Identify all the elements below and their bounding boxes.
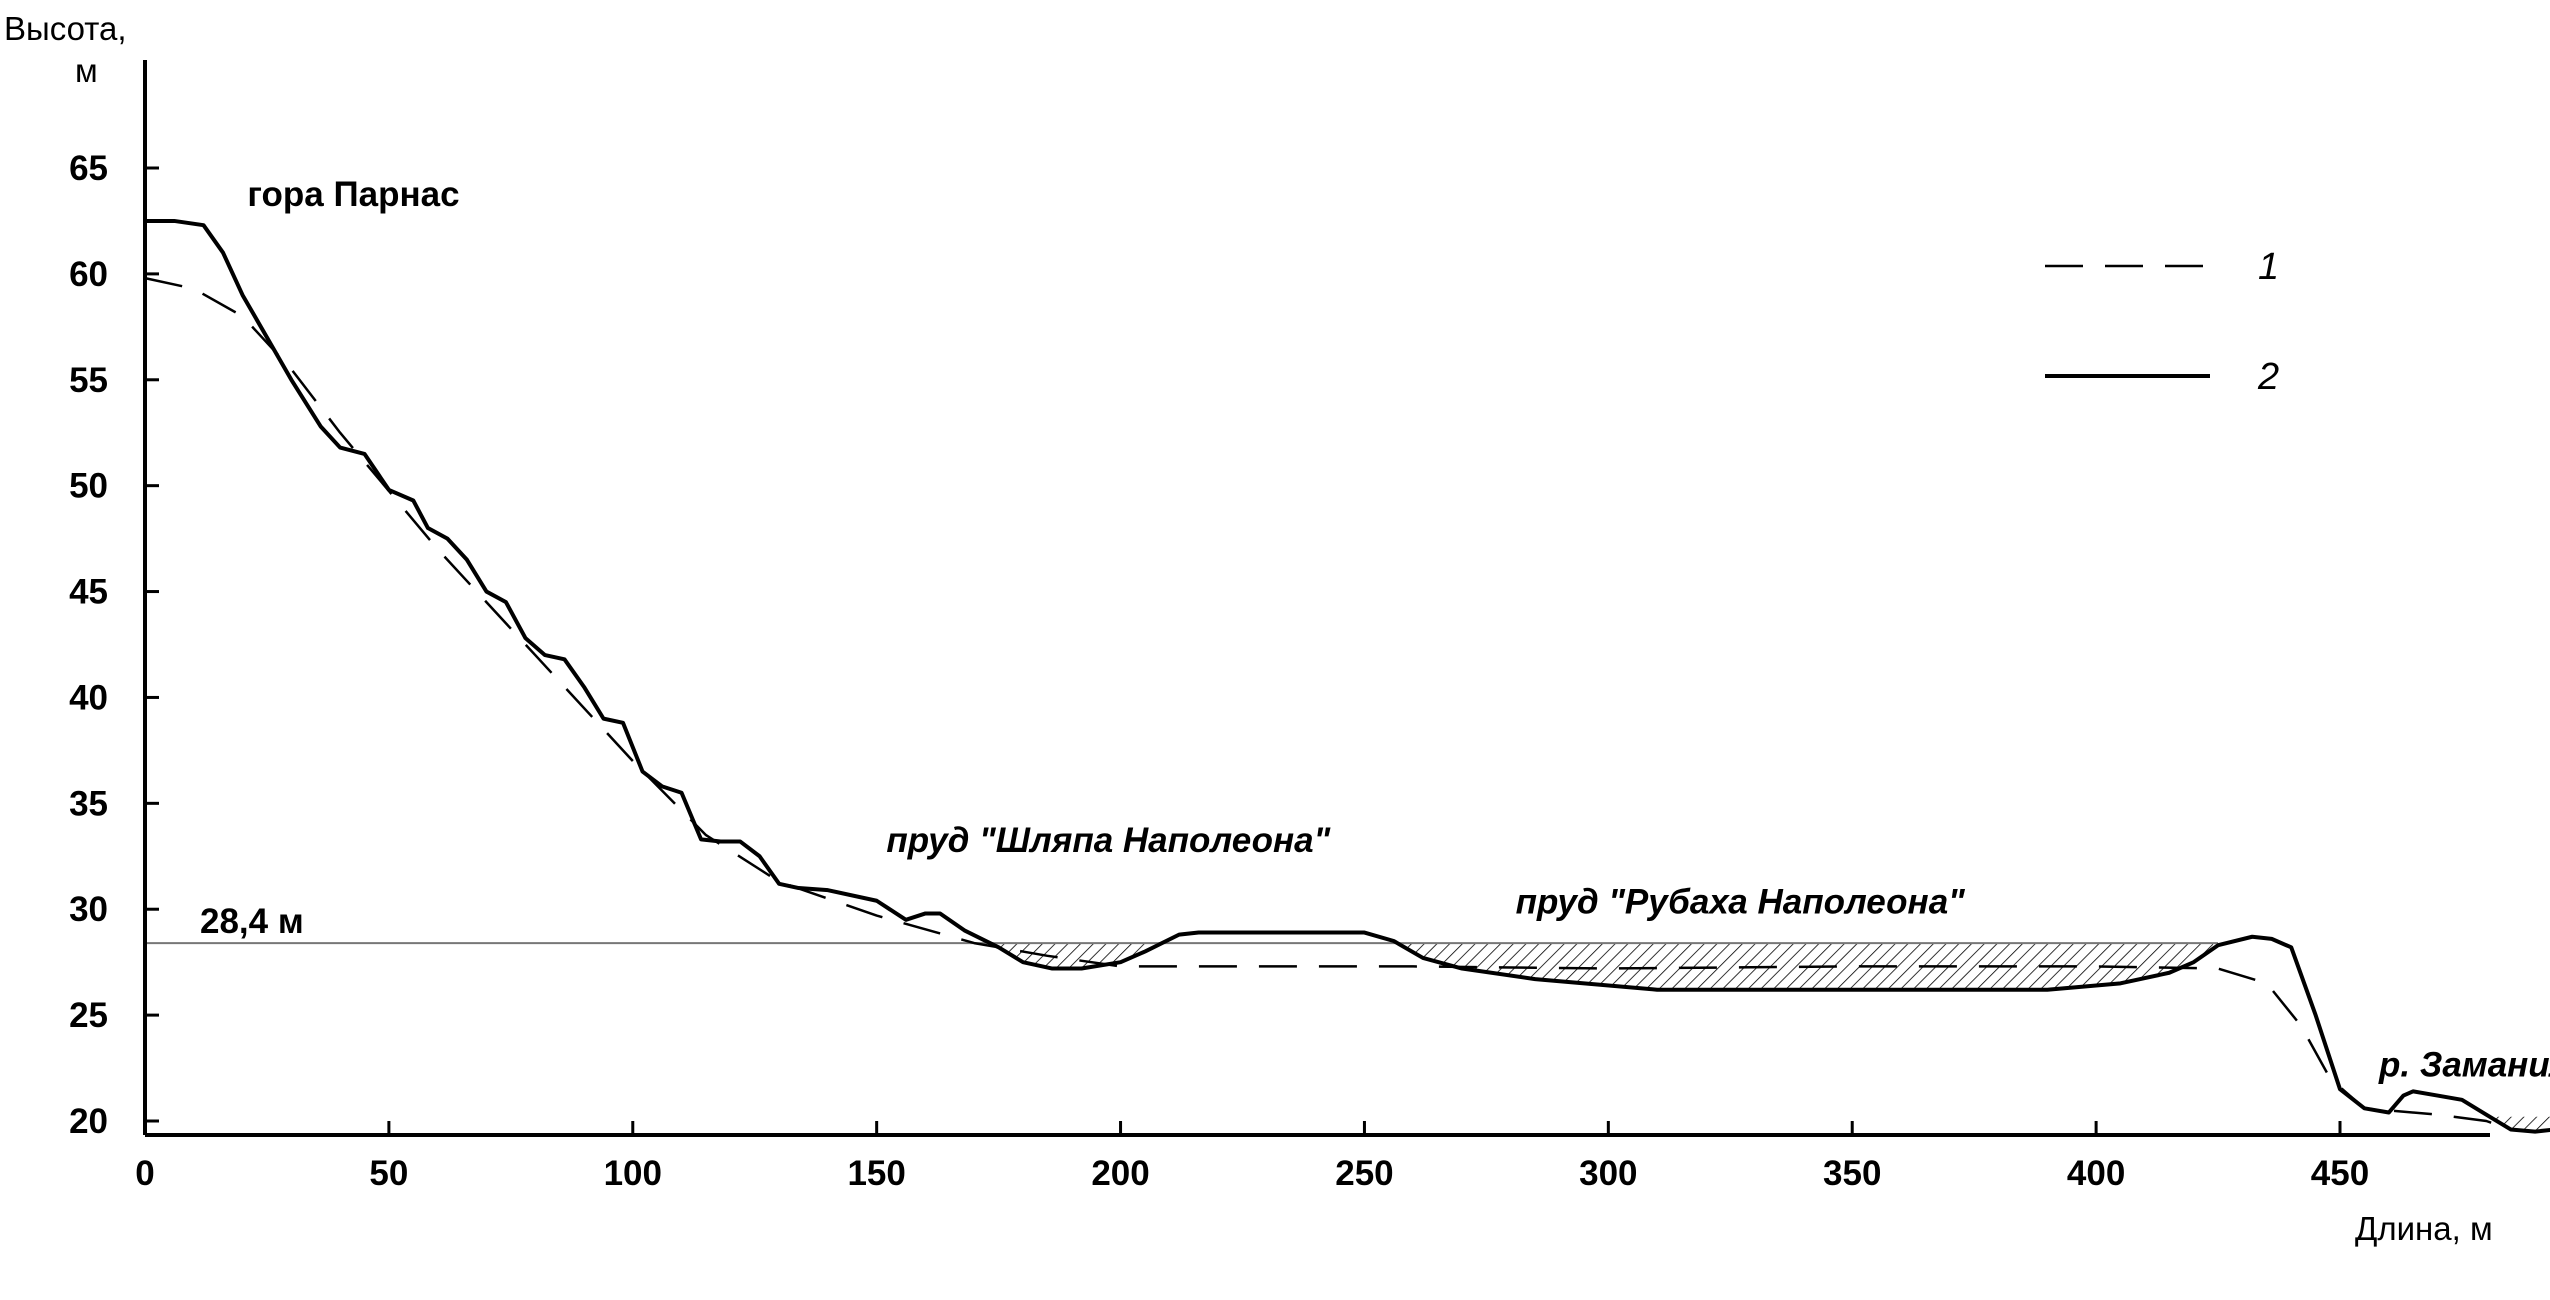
reference-line-label: 28,4 м bbox=[200, 902, 304, 941]
legend: 1 2 bbox=[2045, 246, 2279, 398]
y-tick-label: 50 bbox=[69, 467, 108, 506]
y-tick-label: 20 bbox=[69, 1102, 108, 1141]
y-tick-label: 40 bbox=[69, 678, 108, 717]
x-axis-label: Длина, м bbox=[2355, 1210, 2493, 1247]
legend-label-2: 2 bbox=[2257, 356, 2279, 398]
y-tick-label: 25 bbox=[69, 996, 108, 1035]
water-hatch bbox=[998, 943, 1170, 969]
x-tick-label: 150 bbox=[847, 1154, 905, 1193]
y-tick-label: 45 bbox=[69, 573, 108, 612]
annotations: гора Парнас пруд "Шляпа Наполеона" пруд "Р… bbox=[247, 175, 2550, 1084]
y-axis-label: Высота, bbox=[4, 10, 127, 47]
reference-line-group: 28,4 м bbox=[145, 902, 2219, 945]
x-tick-label: 0 bbox=[135, 1154, 154, 1193]
series-line-1 bbox=[144, 276, 2512, 1131]
annotation: пруд "Шляпа Наполеона" bbox=[886, 821, 1330, 860]
x-tick-label: 50 bbox=[369, 1154, 408, 1193]
y-tick-label: 60 bbox=[69, 255, 108, 294]
x-tick-label: 300 bbox=[1579, 1154, 1637, 1193]
y-ticks: 20 25 30 35 40 45 50 55 60 65 bbox=[69, 149, 159, 1141]
annotation: пруд "Рубаха Наполеона" bbox=[1516, 882, 1966, 921]
water-hatch-areas bbox=[998, 943, 2550, 1132]
y-tick-label: 65 bbox=[69, 149, 108, 188]
legend-label-1: 1 bbox=[2258, 246, 2279, 288]
annotation: р. Заманиловка bbox=[2378, 1046, 2550, 1085]
series-line-2 bbox=[145, 218, 2550, 1134]
x-tick-label: 200 bbox=[1091, 1154, 1149, 1193]
x-tick-label: 250 bbox=[1335, 1154, 1393, 1193]
series-group bbox=[144, 218, 2550, 1134]
x-tick-label: 100 bbox=[604, 1154, 662, 1193]
x-ticks: 0 50 100 150 200 250 300 350 400 450 bbox=[135, 1121, 2369, 1193]
y-tick-label: 55 bbox=[69, 361, 108, 400]
x-tick-label: 350 bbox=[1823, 1154, 1881, 1193]
annotation: гора Парнас bbox=[247, 175, 459, 214]
y-tick-label: 35 bbox=[69, 784, 108, 823]
y-tick-label: 30 bbox=[69, 890, 108, 929]
y-axis-unit: м bbox=[75, 52, 98, 89]
x-tick-label: 400 bbox=[2067, 1154, 2125, 1193]
x-tick-label: 450 bbox=[2311, 1154, 2369, 1193]
